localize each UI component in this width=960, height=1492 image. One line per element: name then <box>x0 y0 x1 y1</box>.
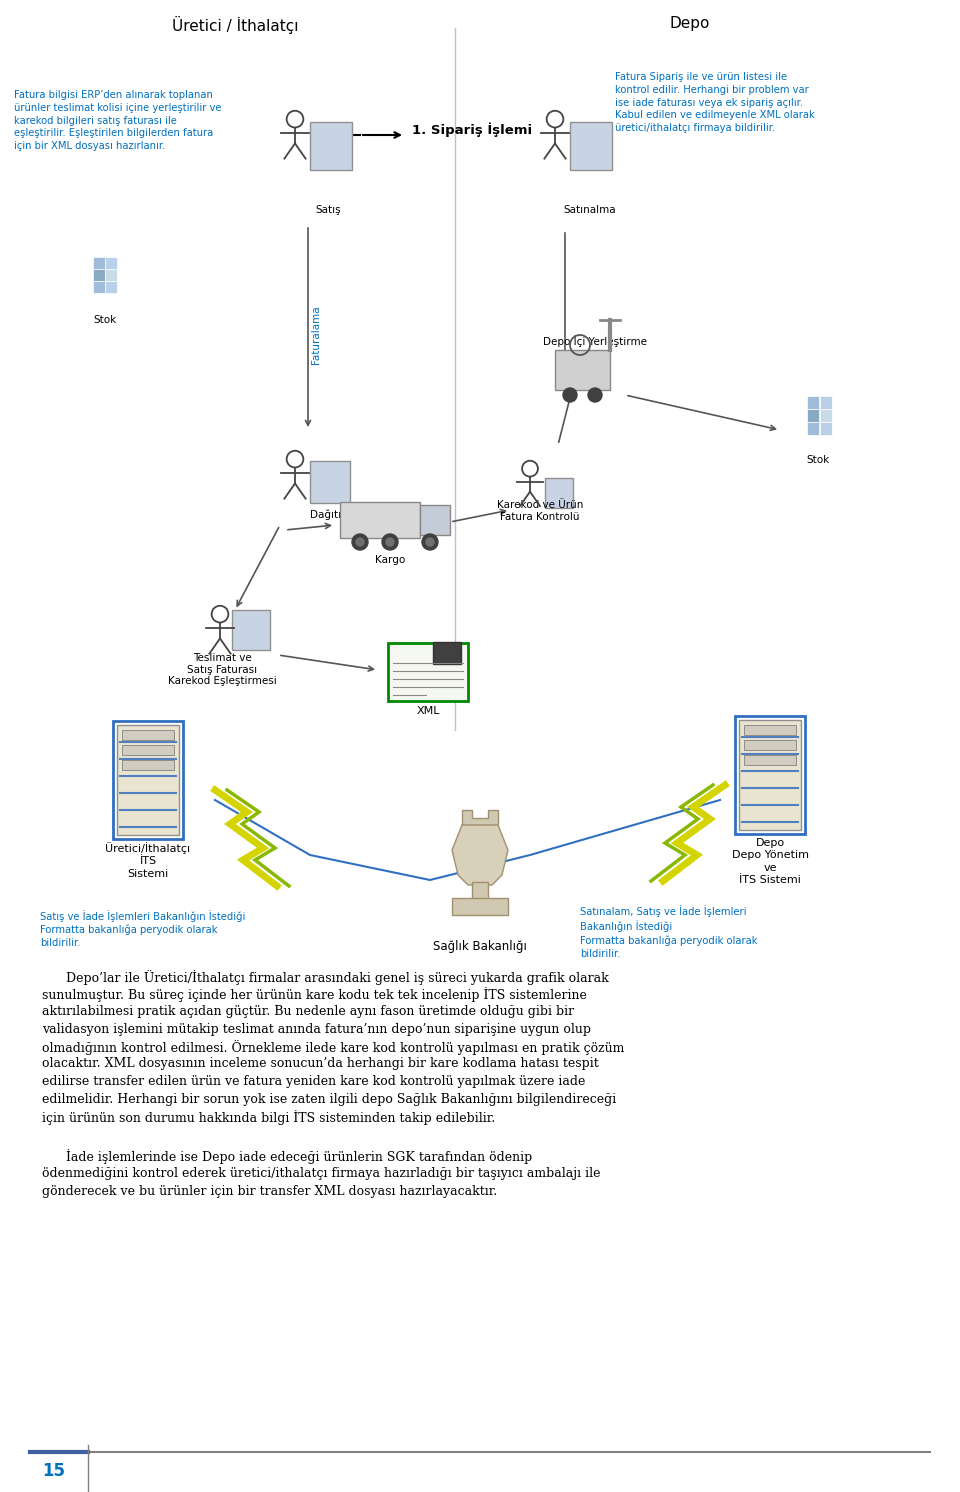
Text: 15: 15 <box>42 1462 65 1480</box>
Polygon shape <box>462 810 498 825</box>
Text: Depo
Depo Yönetim
ve
İTS Sistemi: Depo Depo Yönetim ve İTS Sistemi <box>732 839 808 885</box>
Text: Depo’lar ile Üretici/İthalatçı firmalar arasındaki genel iş süreci yukarda grafi: Depo’lar ile Üretici/İthalatçı firmalar … <box>42 970 609 985</box>
FancyBboxPatch shape <box>388 643 468 701</box>
Polygon shape <box>452 825 508 885</box>
Text: Teslimat ve
Satış Faturası
Karekod Eşleştirmesi: Teslimat ve Satış Faturası Karekod Eşleş… <box>168 653 276 686</box>
FancyBboxPatch shape <box>122 745 174 755</box>
Circle shape <box>563 388 577 401</box>
Circle shape <box>386 539 394 546</box>
FancyBboxPatch shape <box>739 721 801 830</box>
Circle shape <box>426 539 434 546</box>
FancyBboxPatch shape <box>105 270 116 280</box>
Text: Satış: Satış <box>315 204 341 215</box>
Text: Fatura Sipariş ile ve ürün listesi ile
kontrol edilir. Herhangi bir problem var
: Fatura Sipariş ile ve ürün listesi ile k… <box>615 72 815 133</box>
Text: edilmelidir. Herhangi bir sorun yok ise zaten ilgili depo Sağlık Bakanlığını bil: edilmelidir. Herhangi bir sorun yok ise … <box>42 1092 616 1106</box>
Circle shape <box>588 388 602 401</box>
FancyBboxPatch shape <box>93 270 105 280</box>
FancyBboxPatch shape <box>807 409 820 422</box>
Text: Depo: Depo <box>670 16 710 31</box>
Circle shape <box>382 534 398 551</box>
FancyBboxPatch shape <box>744 725 796 736</box>
Text: Depo İçi Yerleştirme: Depo İçi Yerleştirme <box>543 336 647 348</box>
FancyBboxPatch shape <box>105 258 116 269</box>
Text: Üretici / İthalatçı: Üretici / İthalatçı <box>172 16 299 34</box>
Text: sunulmuştur. Bu süreç içinde her ürünün kare kodu tek tek incelenip İTS sistemle: sunulmuştur. Bu süreç içinde her ürünün … <box>42 988 587 1003</box>
FancyBboxPatch shape <box>807 395 820 409</box>
FancyBboxPatch shape <box>570 122 612 170</box>
Text: Faturalama: Faturalama <box>311 306 321 364</box>
FancyBboxPatch shape <box>744 755 796 765</box>
FancyBboxPatch shape <box>433 642 461 664</box>
Text: 1. Sipariş İşlemi: 1. Sipariş İşlemi <box>412 122 532 137</box>
Text: olmadığının kontrol edilmesi. Örnekleme ilede kare kod kontrolü yapılması en pra: olmadığının kontrol edilmesi. Örnekleme … <box>42 1040 624 1055</box>
FancyBboxPatch shape <box>93 282 105 292</box>
FancyBboxPatch shape <box>232 610 270 651</box>
Text: Üretici/İthalatçı
İTS
Sistemi: Üretici/İthalatçı İTS Sistemi <box>106 841 191 879</box>
FancyBboxPatch shape <box>420 504 450 536</box>
Text: XML: XML <box>417 706 440 716</box>
FancyBboxPatch shape <box>93 258 105 269</box>
FancyBboxPatch shape <box>310 122 352 170</box>
Text: edilirse transfer edilen ürün ve fatura yeniden kare kod kontrolü yapılmak üzere: edilirse transfer edilen ürün ve fatura … <box>42 1076 586 1088</box>
FancyBboxPatch shape <box>122 759 174 770</box>
FancyBboxPatch shape <box>744 740 796 750</box>
FancyBboxPatch shape <box>820 395 832 409</box>
FancyBboxPatch shape <box>545 477 573 507</box>
Text: validasyon işlemini mütakip teslimat anında fatura’nın depo’nun siparişine uygun: validasyon işlemini mütakip teslimat anı… <box>42 1022 591 1035</box>
Circle shape <box>422 534 438 551</box>
FancyBboxPatch shape <box>452 898 508 915</box>
FancyBboxPatch shape <box>555 351 610 389</box>
Text: için ürünün son durumu hakkında bilgi İTS sisteminden takip edilebilir.: için ürünün son durumu hakkında bilgi İT… <box>42 1110 495 1125</box>
Text: olacaktır. XML dosyasının inceleme sonucun’da herhangi bir kare kodlama hatası t: olacaktır. XML dosyasının inceleme sonuc… <box>42 1058 599 1070</box>
Circle shape <box>356 539 364 546</box>
FancyBboxPatch shape <box>310 461 350 503</box>
Text: Stok: Stok <box>93 315 116 325</box>
FancyBboxPatch shape <box>807 422 820 434</box>
Text: ödenmediğini kontrol ederek üretici/ithalatçı firmaya hazırladığı bir taşıyıcı a: ödenmediğini kontrol ederek üretici/itha… <box>42 1167 601 1180</box>
FancyBboxPatch shape <box>340 501 420 539</box>
FancyBboxPatch shape <box>820 409 832 422</box>
FancyBboxPatch shape <box>820 422 832 434</box>
FancyBboxPatch shape <box>105 282 116 292</box>
Text: gönderecek ve bu ürünler için bir transfer XML dosyası hazırlayacaktır.: gönderecek ve bu ürünler için bir transf… <box>42 1185 497 1198</box>
Text: Fatura bilgisi ERP’den alınarak toplanan
ürünler teslimat kolisi içine yerleştir: Fatura bilgisi ERP’den alınarak toplanan… <box>14 90 222 151</box>
Text: aktırılabilmesi pratik açıdan güçtür. Bu nedenle aynı fason üretimde olduğu gibi: aktırılabilmesi pratik açıdan güçtür. Bu… <box>42 1006 574 1018</box>
Text: İade işlemlerinde ise Depo iade edeceği ürünlerin SGK tarafından ödenip: İade işlemlerinde ise Depo iade edeceği … <box>42 1149 532 1164</box>
Text: Satış ve İade İşlemleri Bakanlığın İstediği
Formatta bakanlığa peryodik olarak
b: Satış ve İade İşlemleri Bakanlığın İsted… <box>40 910 246 949</box>
Text: Satınalam, Satış ve İade İşlemleri
Bakanlığın İstediği
Formatta bakanlığa peryod: Satınalam, Satış ve İade İşlemleri Bakan… <box>580 906 757 958</box>
FancyBboxPatch shape <box>117 725 179 836</box>
Circle shape <box>352 534 368 551</box>
Text: Kargo: Kargo <box>374 555 405 565</box>
FancyBboxPatch shape <box>472 882 488 900</box>
Text: Stok: Stok <box>806 455 829 466</box>
FancyBboxPatch shape <box>122 730 174 740</box>
Text: Satınalma: Satınalma <box>564 204 616 215</box>
Text: Karekod ve Ürün
Fatura Kontrolü: Karekod ve Ürün Fatura Kontrolü <box>497 500 583 522</box>
Text: Sağlık Bakanlığı: Sağlık Bakanlığı <box>433 940 527 953</box>
Text: Dağıtım: Dağıtım <box>310 510 351 521</box>
